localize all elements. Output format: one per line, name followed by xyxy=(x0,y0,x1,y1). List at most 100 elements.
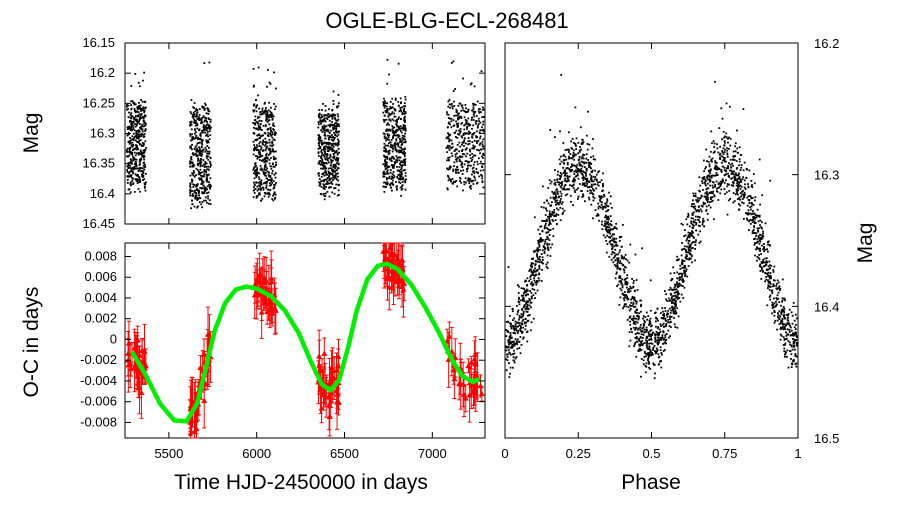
lightcurve-point xyxy=(265,120,267,122)
lightcurve-point xyxy=(269,179,271,181)
phase-point xyxy=(709,178,711,180)
lightcurve-point xyxy=(210,119,212,121)
phase-point xyxy=(760,278,762,280)
lightcurve-point xyxy=(383,173,385,175)
lightcurve-point xyxy=(457,105,459,107)
lightcurve-point xyxy=(206,129,208,131)
phase-point xyxy=(647,359,649,361)
lightcurve-point xyxy=(198,129,200,131)
lightcurve-point xyxy=(260,188,262,190)
lightcurve-point xyxy=(466,126,468,128)
lightcurve-point xyxy=(207,198,209,200)
phase-point xyxy=(733,192,735,194)
phase-point xyxy=(587,190,589,192)
lightcurve-point xyxy=(193,154,195,156)
phase-point xyxy=(706,191,708,193)
lightcurve-point xyxy=(402,188,404,190)
lightcurve-point xyxy=(275,106,277,108)
lightcurve-point xyxy=(129,120,131,122)
chart-title: OGLE-BLG-ECL-268481 xyxy=(325,8,568,33)
lightcurve-point xyxy=(136,137,138,139)
phase-point xyxy=(574,190,576,192)
phase-point xyxy=(601,179,603,181)
lightcurve-point xyxy=(265,148,267,150)
lightcurve-point xyxy=(195,155,197,157)
lightcurve-point xyxy=(207,133,209,135)
lightcurve-point xyxy=(139,116,141,118)
lightcurve-point xyxy=(466,170,468,172)
lightcurve-point xyxy=(332,173,334,175)
lightcurve-point xyxy=(204,132,206,134)
lightcurve-point xyxy=(404,163,406,165)
phase-point xyxy=(564,210,566,212)
phase-point xyxy=(684,260,686,262)
lightcurve-point xyxy=(253,154,255,156)
phase-point xyxy=(626,306,628,308)
lightcurve-point xyxy=(264,132,266,134)
phase-point xyxy=(587,159,589,161)
lightcurve-point xyxy=(398,126,400,128)
lightcurve-point xyxy=(453,181,455,183)
phase-point xyxy=(534,280,536,282)
lightcurve-point xyxy=(456,123,458,125)
phase-point xyxy=(533,318,535,320)
phase-point xyxy=(609,241,611,243)
lightcurve-point xyxy=(335,129,337,131)
lightcurve-point xyxy=(468,180,470,182)
lightcurve-point xyxy=(264,166,266,168)
lightcurve-point xyxy=(267,171,269,173)
phase-point xyxy=(736,148,738,150)
lightcurve-point xyxy=(131,153,133,155)
lightcurve-point xyxy=(468,125,470,127)
phase-point xyxy=(578,142,580,144)
lightcurve-point xyxy=(318,138,320,140)
lightcurve-point xyxy=(254,192,256,194)
lightcurve-point xyxy=(401,174,403,176)
lightcurve-point xyxy=(257,116,259,118)
lightcurve-point xyxy=(198,150,200,152)
lightcurve-point xyxy=(200,135,202,137)
lightcurve-point xyxy=(331,159,333,161)
lightcurve-point xyxy=(334,175,336,177)
lightcurve-point xyxy=(338,194,340,196)
lightcurve-point xyxy=(321,109,323,111)
lightcurve-point xyxy=(205,149,207,151)
lightcurve-point xyxy=(459,132,461,134)
phase-point xyxy=(647,315,649,317)
phase-point xyxy=(760,253,762,255)
lightcurve-point xyxy=(459,177,461,179)
lightcurve-point xyxy=(396,121,398,123)
lightcurve-point xyxy=(465,182,467,184)
lightcurve-point xyxy=(338,131,340,133)
lightcurve-point xyxy=(322,173,324,175)
lightcurve-point xyxy=(391,164,393,166)
lightcurve-point xyxy=(391,98,393,100)
lightcurve-point xyxy=(320,123,322,125)
lightcurve-point xyxy=(472,133,474,135)
lightcurve-point xyxy=(454,132,456,134)
phase-point xyxy=(781,335,783,337)
phase-point xyxy=(726,103,728,105)
lightcurve-point xyxy=(453,165,455,167)
lightcurve-point xyxy=(138,154,140,156)
phase-point xyxy=(619,249,621,251)
lightcurve-point xyxy=(201,106,203,108)
lightcurve-point xyxy=(266,183,268,185)
phase-point xyxy=(785,331,787,333)
phase-point xyxy=(565,194,567,196)
lightcurve-point xyxy=(335,164,337,166)
lightcurve-point xyxy=(205,135,207,137)
lightcurve-point xyxy=(265,169,267,171)
lightcurve-point xyxy=(401,113,403,115)
lightcurve-point xyxy=(332,149,334,151)
lightcurve-point xyxy=(394,146,396,148)
lightcurve-point xyxy=(135,159,137,161)
lightcurve-point xyxy=(199,162,201,164)
lightcurve-point xyxy=(323,125,325,127)
lightcurve-point xyxy=(324,142,326,144)
lightcurve-point xyxy=(385,129,387,131)
lightcurve-point xyxy=(145,128,147,130)
phase-point xyxy=(709,166,711,168)
lightcurve-point xyxy=(467,143,469,145)
